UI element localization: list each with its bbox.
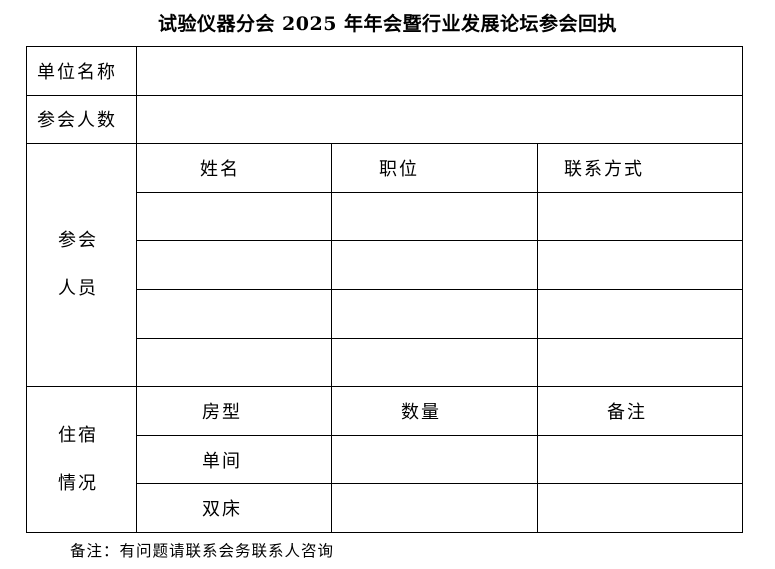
name-cell[interactable]	[136, 337, 332, 388]
lodging-label-line2: 情况	[58, 472, 98, 494]
remarks-cell[interactable]	[537, 483, 743, 533]
table-row: 住宿 情况 房型 数量 备注	[26, 386, 743, 533]
position-cell[interactable]	[331, 288, 538, 339]
form-title: 试验仪器分会 2025 年年会暨行业发展论坛参会回执	[157, 13, 618, 35]
header-position: 职位	[331, 143, 538, 193]
table-row: 参会 人员 姓名 职位 联系方式	[26, 143, 743, 388]
header-contact: 联系方式	[537, 143, 743, 193]
position-cell[interactable]	[331, 240, 538, 290]
attendees-label-line2: 人员	[58, 278, 98, 300]
quantity-cell[interactable]	[331, 483, 538, 533]
room-type-single: 单间	[136, 434, 332, 485]
attendees-label: 参会 人员	[26, 143, 137, 388]
table-row: 参会人数	[26, 94, 743, 145]
registration-form-table: 单位名称 参会人数 参会 人员 姓名 职位 联系方式 住宿 情况 房型 数量 备…	[26, 46, 743, 533]
attendee-count-label: 参会人数	[26, 94, 137, 145]
footer-note: 备注：有问题请联系会务联系人咨询	[70, 542, 335, 560]
contact-cell[interactable]	[537, 337, 743, 388]
attendee-count-field[interactable]	[136, 94, 743, 145]
table-row: 单位名称	[26, 46, 743, 96]
lodging-label-line1: 住宿	[58, 424, 98, 446]
remarks-cell[interactable]	[537, 434, 743, 485]
unit-name-field[interactable]	[136, 46, 743, 96]
contact-cell[interactable]	[537, 191, 743, 242]
contact-cell[interactable]	[537, 288, 743, 339]
header-quantity: 数量	[331, 386, 538, 436]
name-cell[interactable]	[136, 240, 332, 290]
header-remarks: 备注	[537, 386, 743, 436]
quantity-cell[interactable]	[331, 434, 538, 485]
header-name: 姓名	[136, 143, 332, 193]
header-room-type: 房型	[136, 386, 332, 436]
position-cell[interactable]	[331, 191, 538, 242]
table-row	[27, 288, 743, 339]
table-row: 单间	[27, 434, 743, 485]
unit-name-label: 单位名称	[26, 46, 137, 96]
name-cell[interactable]	[136, 288, 332, 339]
table-row: 双床	[27, 483, 743, 533]
contact-cell[interactable]	[537, 240, 743, 290]
position-cell[interactable]	[331, 337, 538, 388]
table-row	[27, 337, 743, 388]
attendees-label-line1: 参会	[58, 230, 98, 252]
lodging-label: 住宿 情况	[26, 386, 137, 533]
name-cell[interactable]	[136, 191, 332, 242]
room-type-twin: 双床	[136, 483, 332, 533]
